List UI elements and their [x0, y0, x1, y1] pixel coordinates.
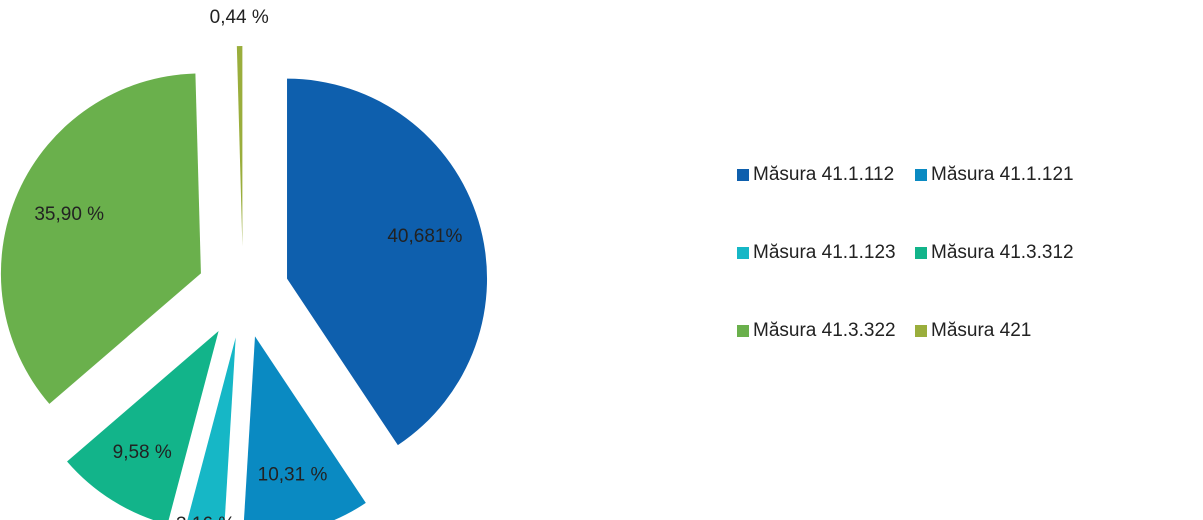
legend-swatch — [915, 169, 927, 181]
pie-slice — [243, 336, 366, 520]
legend-label: Măsura 421 — [931, 320, 1031, 341]
legend-swatch — [737, 325, 749, 337]
data-label: 10,31 % — [258, 464, 328, 485]
pie-slice — [287, 78, 488, 446]
pie-slice — [187, 337, 236, 520]
legend-label: Măsura 41.3.312 — [931, 242, 1074, 263]
data-label: 9,58 % — [113, 442, 172, 463]
legend-label: Măsura 41.1.121 — [931, 164, 1074, 185]
data-label: 35,90 % — [34, 204, 104, 225]
data-label: 0,44 % — [210, 7, 269, 28]
legend-swatch — [737, 169, 749, 181]
pie-slice — [0, 73, 201, 404]
legend-label: Măsura 41.3.322 — [753, 320, 896, 341]
legend-label: Măsura 41.1.123 — [753, 242, 896, 263]
legend-label: Măsura 41.1.112 — [753, 164, 894, 185]
data-label: 3,16 % — [176, 514, 235, 520]
pie-slice — [236, 46, 243, 247]
legend-swatch — [915, 247, 927, 259]
legend-swatch — [915, 325, 927, 337]
data-label: 40,681% — [387, 226, 462, 247]
legend-swatch — [737, 247, 749, 259]
pie-slice — [67, 330, 219, 520]
